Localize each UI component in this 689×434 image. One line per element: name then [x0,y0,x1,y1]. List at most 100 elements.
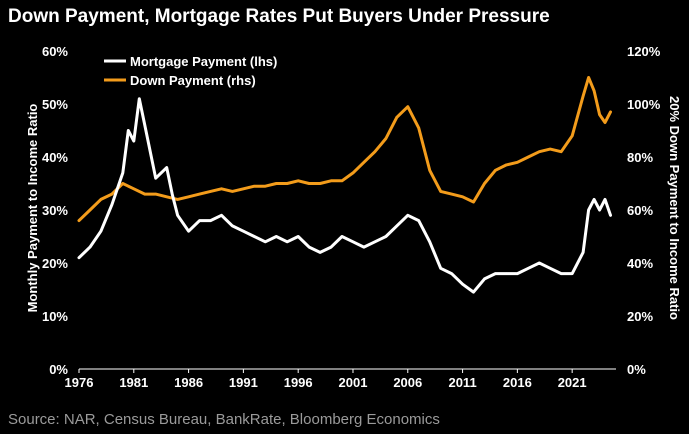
mortgage-payment-series-point [609,214,612,217]
down-payment-series-point [165,195,168,198]
mortgage-payment-series-point [406,214,409,217]
mortgage-payment-series-point [603,198,607,201]
down-payment-series-point [209,190,212,193]
x-tick-label: 1996 [284,375,313,390]
down-payment-series-point [581,94,585,98]
x-tick-label: 1986 [174,375,203,390]
chart-title: Down Payment, Mortgage Rates Put Buyers … [8,6,550,27]
down-payment-series-point [154,192,157,196]
mortgage-payment-series-point [209,219,212,222]
x-tick-label: 2021 [558,375,587,390]
mortgage-payment-series-point [494,272,497,275]
down-payment-series-point [231,190,234,193]
left-tick-label: 20% [42,256,68,271]
right-axis-label: 20% Down Payment to Income Ratio [667,96,682,320]
x-axis-ticks: 1976 1981 1986 1991 1996 2001 2006 2011 2016 2021 [65,368,616,390]
mortgage-payment-series-point [516,272,519,275]
down-payment-series-point [242,187,245,190]
mortgage-payment-series-point [88,245,92,249]
down-payment-series-point [592,89,596,93]
mortgage-payment-series-point [127,129,130,132]
mortgage-payment-series-point [143,124,146,127]
down-payment-series [77,76,612,223]
right-axis-ticks: 0% 20% 40% 60% 80% 100% 120% [627,44,661,377]
down-payment-series-point [220,187,223,190]
down-payment-series-point [176,198,179,201]
mortgage-payment-series-point [154,177,157,180]
mortgage-payment-series-point [483,277,486,281]
mortgage-payment-series-point [286,240,289,243]
down-payment-series-point [362,161,366,164]
down-payment-series-point [406,105,409,108]
down-payment-series-point [286,182,289,185]
mortgage-payment-series-point [571,272,574,275]
down-payment-series-point [538,150,541,153]
x-tick-label: 2011 [448,375,476,390]
x-tick-label: 1991 [229,375,258,390]
down-payment-series-point [99,198,103,201]
mortgage-payment-series-point [362,245,366,249]
mortgage-payment-series-point [538,261,541,265]
down-payment-series-point [560,150,563,153]
down-payment-series-point [132,187,135,190]
mortgage-payment-series-point [77,256,81,259]
right-tick-label: 120% [627,44,661,59]
down-payment-series-point [297,179,300,182]
right-tick-label: 60% [627,203,653,218]
down-payment-series-line [77,76,612,223]
left-axis-label: Monthly Payment to Income Ratio [25,104,40,313]
mortgage-payment-series-point [505,272,508,275]
down-payment-series-point [351,171,355,175]
right-tick-label: 20% [627,309,653,324]
mortgage-payment-series-point [384,235,388,238]
mortgage-payment-series-point [560,272,563,275]
mortgage-payment-series-point [461,283,464,286]
mortgage-payment-series-point [220,214,223,217]
mortgage-payment-series-point [165,166,168,169]
down-payment-series-point [439,190,442,193]
down-payment-series-point [121,182,125,185]
down-payment-series-point [603,121,607,124]
down-payment-series-point [198,192,201,196]
down-payment-series-point [571,134,574,137]
down-payment-series-point [318,182,322,185]
right-tick-label: 0% [627,362,646,377]
down-payment-series-point [384,137,388,140]
down-payment-series-point [77,219,81,222]
left-tick-label: 0% [49,362,68,377]
series-lines [77,76,612,294]
mortgage-payment-series-point [340,235,344,238]
mortgage-payment-series-point [472,290,475,294]
mortgage-payment-series-point [549,267,552,270]
mortgage-payment-series-point [587,208,590,212]
right-tick-label: 40% [627,256,653,271]
mortgage-payment-series-point [231,224,234,228]
down-payment-series-point [264,185,267,188]
x-tick-label: 1976 [65,375,94,390]
mortgage-payment-series-point [329,245,333,249]
down-payment-series-point [549,147,552,151]
down-payment-series-point [587,76,590,79]
down-payment-series-point [483,182,486,185]
mortgage-payment-series-point [176,214,179,217]
mortgage-payment-series-point [253,235,256,238]
down-payment-series-point [505,163,508,167]
right-tick-label: 100% [627,97,661,112]
left-axis-ticks: 0% 10% 20% 30% 40% 50% 60% [42,44,68,377]
down-payment-series-point [428,169,431,172]
down-payment-series-point [143,192,146,196]
mortgage-payment-series-point [598,208,601,212]
right-tick-label: 80% [627,150,653,165]
down-payment-series-point [494,169,497,172]
mortgage-payment-series-point [439,267,442,270]
x-tick-label: 2006 [393,375,422,390]
mortgage-payment-series-point [171,192,174,196]
source-note: Source: NAR, Census Bureau, BankRate, Bl… [8,411,440,428]
legend-label-mortgage: Mortgage Payment (lhs) [130,54,277,69]
down-payment-series-point [340,179,344,182]
down-payment-series-point [110,192,114,196]
mortgage-payment-series-point [450,272,453,275]
mortgage-payment-series-point [417,219,420,222]
down-payment-series-point [275,182,278,185]
